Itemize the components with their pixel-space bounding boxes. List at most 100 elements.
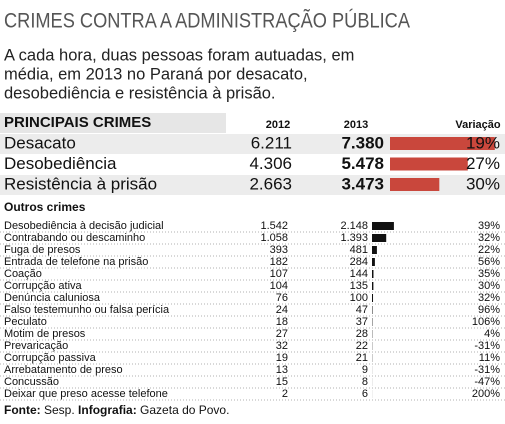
crime-name: Contrabando ou descaminho [4, 232, 145, 244]
bar [390, 137, 495, 150]
variation: 56% [478, 256, 500, 268]
crime-name: Arrebatamento de preso [4, 364, 123, 376]
value-2012: 393 [270, 244, 288, 256]
value-2013: 6 [362, 388, 368, 400]
crime-name: Corrupção passiva [4, 352, 97, 364]
bar [372, 234, 387, 242]
value-2013: 135 [350, 280, 368, 292]
crime-name: Motim de presos [4, 328, 86, 340]
value-2012: 27 [276, 328, 288, 340]
value-2012: 15 [276, 376, 288, 388]
subtitle-line: A cada hora, duas pessoas foram autuadas… [4, 46, 354, 64]
variation: -31% [474, 364, 500, 376]
value-2012: 107 [270, 268, 288, 280]
crime-name: Coação [4, 268, 42, 280]
value-2012: 32 [276, 340, 288, 352]
value-2013: 481 [350, 244, 368, 256]
column-header: 2012 [266, 119, 290, 131]
footer-credit: Gazeta do Povo. [140, 403, 229, 417]
variation: 4% [484, 328, 500, 340]
value-2013: 3.473 [341, 174, 384, 193]
section-heading: Outros crimes [4, 200, 86, 214]
value-2013: 28 [356, 328, 368, 340]
value-2012: 2 [282, 388, 288, 400]
value-2013: 100 [350, 292, 368, 304]
variation: 27% [466, 154, 500, 173]
value-2013: 284 [350, 256, 368, 268]
value-2013: 2.148 [340, 220, 368, 232]
value-2013: 1.393 [340, 232, 368, 244]
crime-name: Concussão [4, 376, 59, 388]
value-2013: 7.380 [341, 133, 384, 152]
value-2012: 1.058 [260, 232, 288, 244]
bar [372, 294, 374, 302]
row-band [0, 134, 505, 154]
value-2013: 22 [356, 340, 368, 352]
crime-name: Desobediência à decisão judicial [4, 220, 164, 232]
crime-name: Desobediência [4, 154, 117, 173]
variation: 11% [479, 352, 500, 364]
subtitle-line: desobediência e resistência à prisão. [4, 84, 276, 102]
crime-name: Falso testemunho ou falsa perícia [4, 304, 170, 316]
variation: -31% [474, 340, 500, 352]
value-2012: 1.542 [260, 220, 288, 232]
bar [390, 157, 468, 171]
value-2013: 47 [356, 304, 368, 316]
crime-name: Prevaricação [4, 340, 68, 352]
subtitle-line: média, em 2013 no Paraná por desacato, [4, 65, 308, 83]
crime-name: Deixar que preso acesse telefone [4, 388, 168, 400]
footer-source: Sesp. [44, 403, 75, 417]
column-header: 2013 [344, 119, 368, 131]
value-2012: 24 [276, 304, 288, 316]
value-2012: 4.306 [249, 154, 292, 173]
value-2012: 2.663 [249, 174, 292, 193]
title: CRIMES CONTRA A ADMINISTRAÇÃO PÚBLICA [4, 9, 410, 33]
variation: 30% [466, 174, 500, 193]
variation: 30% [478, 280, 500, 292]
heading-band [0, 113, 226, 133]
variation: 22% [478, 244, 500, 256]
value-2013: 144 [350, 268, 368, 280]
value-2012: 19 [276, 352, 288, 364]
value-2012: 18 [276, 316, 288, 328]
bar [372, 258, 375, 266]
variation: 96% [478, 304, 500, 316]
footer: Fonte: Sesp. Infografia: Gazeta do Povo. [4, 403, 229, 417]
crime-name: Desacato [4, 133, 76, 152]
crime-name: Resistência à prisão [4, 174, 157, 193]
value-2013: 9 [362, 364, 368, 376]
value-2012: 104 [270, 280, 288, 292]
bar [390, 178, 440, 191]
crime-name: Corrupção ativa [4, 280, 83, 292]
value-2012: 6.211 [251, 133, 292, 152]
value-2012: 76 [276, 292, 288, 304]
variation: 19% [466, 133, 500, 152]
crime-name: Denúncia caluniosa [4, 292, 101, 304]
variation: 200% [472, 388, 500, 400]
bar [372, 246, 377, 254]
value-2012: 13 [276, 364, 288, 376]
value-2013: 5.478 [341, 154, 384, 173]
variation: 32% [478, 292, 500, 304]
value-2013: 21 [356, 352, 368, 364]
variation: 39% [478, 220, 500, 232]
crime-name: Entrada de telefone na prisão [4, 256, 148, 268]
variation: 32% [478, 232, 500, 244]
value-2012: 182 [270, 256, 288, 268]
footer-label: Infografia: [78, 403, 137, 417]
column-header: Variação [455, 119, 501, 131]
bar [372, 270, 374, 278]
bar [372, 222, 394, 230]
crime-name: Peculato [4, 316, 47, 328]
variation: 35% [478, 268, 500, 280]
footer-label: Fonte: [4, 403, 41, 417]
value-2013: 37 [356, 316, 368, 328]
row-band [0, 175, 505, 195]
crime-name: Fuga de presos [4, 244, 81, 256]
section-heading: PRINCIPAIS CRIMES [4, 114, 151, 131]
variation: -47% [474, 376, 500, 388]
variation: 106% [472, 316, 500, 328]
value-2013: 8 [362, 376, 368, 388]
